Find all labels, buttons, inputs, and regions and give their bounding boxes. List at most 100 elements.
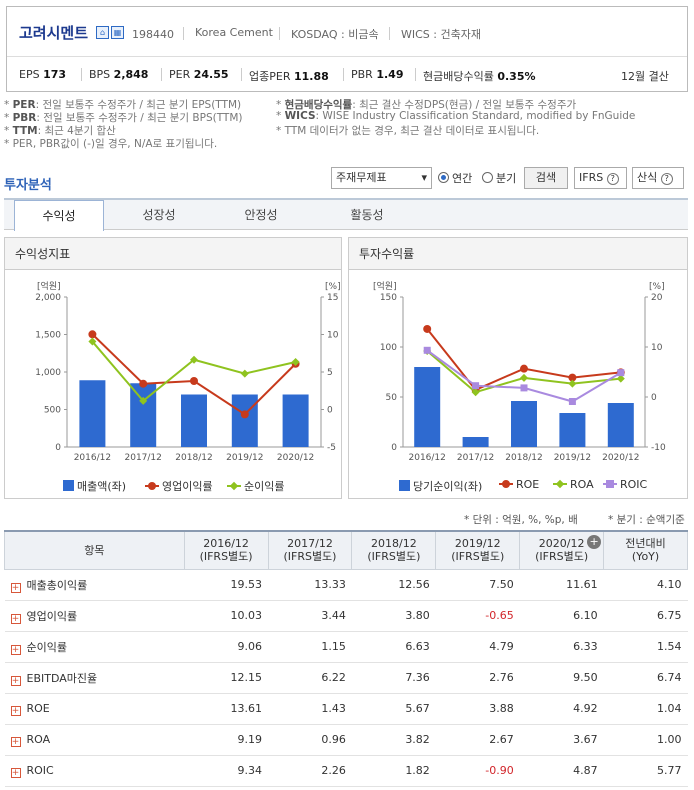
unit-note: * 단위 : 억원, %, %p, 배 — [464, 514, 578, 526]
bar — [79, 380, 106, 447]
row-label[interactable]: + 매출총이익률 — [4, 569, 185, 601]
expand-plus-icon[interactable]: + — [10, 705, 21, 716]
expand-plus-icon[interactable]: + — [10, 736, 21, 747]
right-tick-label: 5 — [327, 368, 333, 378]
legend-item[interactable]: 영업이익률 — [145, 478, 213, 494]
table-cell: 6.63 — [351, 631, 436, 663]
table-cell: 4.10 — [603, 569, 688, 601]
table-cell: 1.54 — [603, 631, 688, 663]
expand-plus-icon[interactable]: + — [10, 675, 21, 686]
legend-item[interactable]: 매출액(좌) — [63, 478, 126, 494]
left-axis-unit: [억원] — [37, 280, 61, 292]
tab-stability[interactable]: 안정성 — [244, 208, 278, 222]
right-tick-label: 0 — [651, 393, 657, 403]
table-cell: 5.77 — [603, 755, 688, 787]
row-label[interactable]: + EBITDA마진율 — [4, 662, 185, 694]
radio-annual[interactable]: 연간 — [438, 170, 472, 186]
left-axis-unit: [억원] — [373, 280, 397, 292]
tab-profitability[interactable]: 수익성 — [14, 200, 104, 231]
search-button[interactable]: 검색 — [524, 167, 568, 189]
bar — [181, 394, 207, 447]
right-tick-label: 15 — [327, 293, 338, 303]
chart-investment-return: 투자수익률 [억원] [%] 150 100 50 0 20 10 0 -10 2016/12 201… — [348, 237, 688, 499]
ifrs-help-button[interactable]: IFRS ? — [574, 167, 627, 189]
table-cell: 11.61 — [519, 569, 604, 601]
chart-profitability: 수익성지표 [억원] [%] 2,000 1,500 1,000 500 0 15 10 5 0 -5… — [4, 237, 342, 499]
legend-item[interactable]: ROE — [499, 478, 539, 491]
col-header-year: 2020/12 (IFRS별도) + — [519, 530, 605, 570]
divider — [241, 68, 242, 81]
radio-checked-icon — [438, 172, 449, 183]
data-point — [472, 382, 480, 390]
home-icon[interactable]: ⌂ — [96, 26, 109, 39]
tab-activity[interactable]: 활동성 — [350, 208, 384, 222]
divider — [279, 27, 280, 40]
statement-select[interactable]: 주재무제표 ▾ — [331, 167, 432, 189]
table-cell: 10.03 — [184, 600, 269, 632]
market-sector: KOSDAQ : 비금속 — [291, 28, 379, 41]
table-cell: 12.56 — [351, 569, 436, 601]
legend-marker-icon — [502, 480, 510, 488]
table-cell: 6.22 — [268, 662, 352, 694]
row-label[interactable]: + ROIC — [4, 755, 185, 787]
data-point — [291, 358, 300, 367]
data-point — [568, 373, 577, 382]
table-cell: 7.36 — [351, 662, 436, 694]
legend-item[interactable]: 순이익률 — [227, 478, 284, 494]
table-cell: 2.26 — [268, 755, 352, 787]
legend-swatch-icon — [499, 480, 513, 488]
data-point — [520, 384, 528, 392]
legend-label: ROIC — [620, 478, 648, 491]
data-point — [240, 369, 249, 378]
note-ttm: * TTM: 최근 4분기 합산 — [4, 125, 116, 137]
table-row: + ROIC 9.34 2.26 1.82 -0.90 4.87 5.77 — [4, 755, 688, 787]
building-icon[interactable]: ▦ — [111, 26, 124, 39]
data-point — [471, 388, 480, 397]
legend-swatch-icon — [227, 481, 241, 491]
quarter-note: * 분기 : 순액기준 — [608, 514, 685, 526]
row-label[interactable]: + ROA — [4, 724, 185, 756]
table-cell: 6.33 — [519, 631, 604, 663]
expand-plus-icon[interactable]: + — [10, 613, 21, 624]
table-cell: 9.06 — [184, 631, 269, 663]
col-header-year: 2017/12 (IFRS별도) — [267, 530, 353, 570]
expand-plus-icon[interactable]: + — [10, 644, 21, 655]
divider — [161, 68, 162, 81]
legend-label: 영업이익률 — [162, 480, 213, 493]
legend-item[interactable]: ROIC — [603, 478, 647, 491]
left-tick-label: 100 — [380, 343, 397, 353]
legend-label: ROA — [570, 478, 594, 491]
left-tick-label: 0 — [391, 443, 397, 453]
table-cell: 1.82 — [351, 755, 436, 787]
legend-item[interactable]: ROA — [553, 478, 594, 491]
col-header-year: 2019/12 (IFRS별도) — [435, 530, 521, 570]
row-label[interactable]: + ROE — [4, 693, 185, 725]
formula-help-button[interactable]: 산식 ? — [632, 167, 684, 189]
left-tick-label: 150 — [380, 293, 397, 303]
row-label[interactable]: + 순이익률 — [4, 631, 185, 663]
chevron-down-icon: ▾ — [421, 171, 427, 184]
expand-plus-icon[interactable]: + — [10, 767, 21, 778]
legend-label: 매출액(좌) — [77, 480, 127, 493]
tab-growth[interactable]: 성장성 — [142, 208, 176, 222]
radio-quarter[interactable]: 분기 — [482, 170, 516, 186]
wics-sector: WICS : 건축자재 — [401, 28, 481, 41]
table-cell: 2.67 — [435, 724, 520, 756]
left-tick-label: 0 — [55, 443, 61, 453]
chart-title: 투자수익률 — [349, 238, 687, 270]
table-row: + 매출총이익률 19.53 13.33 12.56 7.50 11.61 4.10 — [4, 569, 688, 601]
x-tick-label: 2016/12 — [74, 453, 111, 463]
legend-marker-icon — [229, 481, 239, 491]
question-icon: ? — [660, 173, 673, 185]
data-point — [616, 374, 625, 383]
bar — [511, 401, 537, 447]
legend-label: 당기순이익(좌) — [413, 480, 483, 493]
key-stats-bar: EPS 173 BPS 2,848 PER 24.55 업종PER 11.88 … — [7, 57, 687, 91]
table-cell: 3.88 — [435, 693, 520, 725]
profitability-table: 항목 2016/12 (IFRS별도) 2017/12 (IFRS별도) 201… — [4, 530, 688, 787]
right-tick-label: 20 — [651, 293, 663, 303]
legend-item[interactable]: 당기순이익(좌) — [399, 478, 482, 494]
expand-plus-icon[interactable]: + — [587, 535, 602, 549]
row-label[interactable]: + 영업이익률 — [4, 600, 185, 632]
expand-plus-icon[interactable]: + — [10, 582, 21, 593]
